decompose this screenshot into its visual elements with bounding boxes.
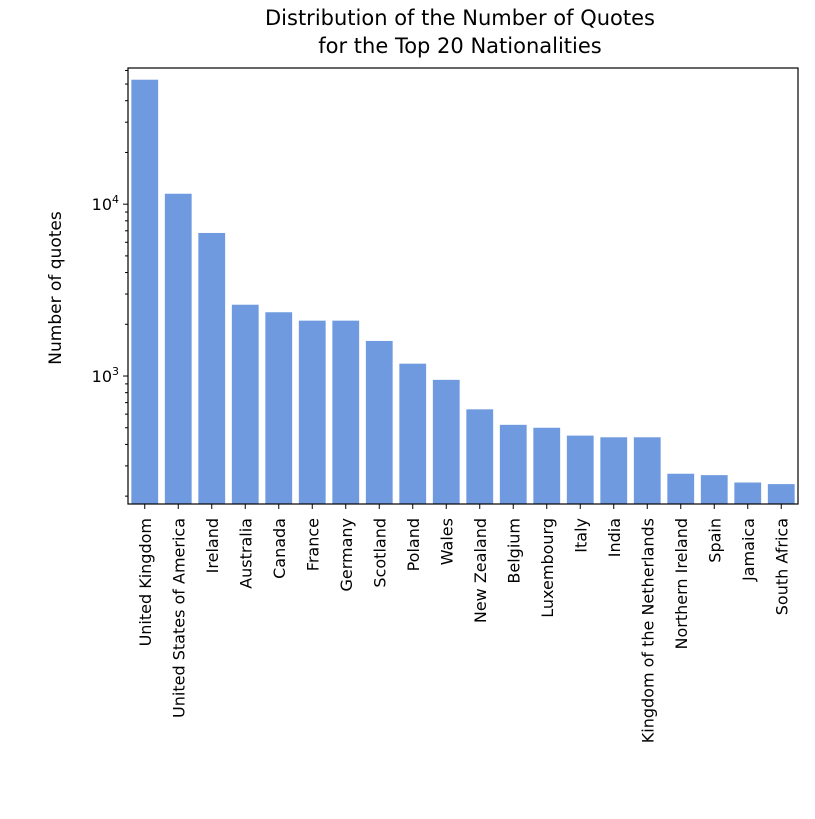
bar-luxembourg xyxy=(533,427,561,504)
bar-poland xyxy=(399,363,427,504)
bar-united-states-of-america xyxy=(164,193,192,505)
bar-jamaica xyxy=(734,482,762,504)
y-tick-label: 103 xyxy=(92,365,119,386)
x-tick-label: Poland xyxy=(404,518,423,571)
x-tick-label: New Zealand xyxy=(471,518,490,623)
x-tick-label: Northern Ireland xyxy=(672,518,691,649)
chart-title-line-2: for the Top 20 Nationalities xyxy=(318,34,601,58)
x-tick-label: South Africa xyxy=(772,518,791,615)
x-tick-label: Kingdom of the Netherlands xyxy=(638,518,657,743)
x-tick-label: Wales xyxy=(437,518,456,565)
bars-group xyxy=(131,79,795,505)
x-tick-label: United States of America xyxy=(169,518,188,718)
y-tick-label: 104 xyxy=(92,193,119,214)
x-tick-label: India xyxy=(605,518,624,557)
bar-belgium xyxy=(499,424,527,504)
x-tick-label: Jamaica xyxy=(739,518,758,582)
bar-spain xyxy=(700,475,728,504)
x-tick-label: Australia xyxy=(236,518,255,589)
x-tick-label: France xyxy=(303,518,322,571)
x-tick-label: Belgium xyxy=(504,518,523,584)
x-tick-label: Scotland xyxy=(370,518,389,588)
x-tick-label: United Kingdom xyxy=(136,518,155,646)
x-tick-label: Ireland xyxy=(203,518,222,573)
bar-wales xyxy=(432,379,460,504)
plot-frame xyxy=(127,67,799,505)
bar-india xyxy=(600,437,628,504)
x-tick-label: Italy xyxy=(571,518,590,553)
x-tick-label: Luxembourg xyxy=(538,518,557,618)
x-axis-ticks: United Kingdom United States of America Ir… xyxy=(136,504,791,743)
bar-south-africa xyxy=(767,484,795,504)
bar-scotland xyxy=(365,340,393,504)
bar-kingdom-of-the-netherlands xyxy=(633,437,661,504)
y-axis-ticks: 103 104 xyxy=(92,69,128,497)
bar-northern-ireland xyxy=(667,473,695,504)
x-tick-label: Canada xyxy=(270,518,289,579)
bar-france xyxy=(298,320,326,504)
bar-new-zealand xyxy=(466,409,494,504)
y-axis-label: Number of quotes xyxy=(46,211,66,365)
x-tick-label: Spain xyxy=(705,518,724,563)
bar-united-kingdom xyxy=(131,79,159,505)
bar-ireland xyxy=(198,232,226,504)
bar-canada xyxy=(265,312,293,504)
bar-australia xyxy=(231,304,259,504)
x-tick-label: Germany xyxy=(337,518,356,592)
bar-germany xyxy=(332,320,360,504)
bar-italy xyxy=(566,435,594,504)
chart-title-line-1: Distribution of the Number of Quotes xyxy=(265,6,655,30)
